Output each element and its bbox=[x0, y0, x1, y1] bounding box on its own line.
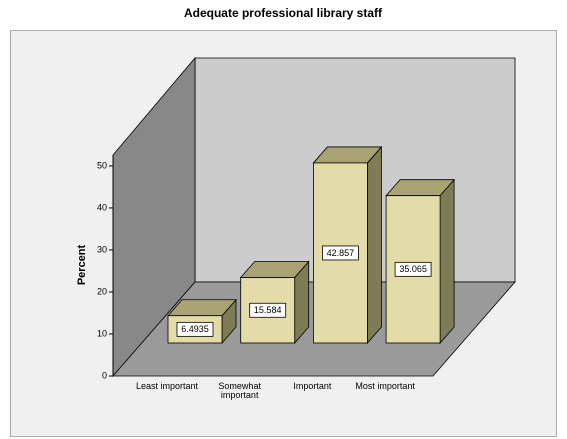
y-tick-label: 20 bbox=[97, 286, 107, 296]
value-label-box bbox=[176, 321, 214, 337]
value-label: 15.584 bbox=[254, 305, 282, 315]
y-tick-label: 40 bbox=[97, 202, 107, 212]
y-tick-label: 30 bbox=[97, 244, 107, 254]
x-tick-label: Somewhat important bbox=[218, 381, 261, 400]
y-tick-label: 0 bbox=[102, 370, 107, 380]
value-label: 35.065 bbox=[399, 264, 427, 274]
x-tick-label: Important bbox=[293, 381, 332, 391]
y-axis-label: Percent bbox=[76, 244, 88, 285]
value-label: 42.857 bbox=[327, 248, 355, 258]
bar-side bbox=[439, 178, 455, 345]
chart-title: Adequate professional library staff bbox=[184, 6, 383, 20]
x-tick-label: Least important bbox=[135, 381, 199, 391]
value-label-box bbox=[394, 261, 432, 277]
bar-side bbox=[366, 145, 382, 345]
value-label-box bbox=[321, 245, 359, 261]
value-label: 6.4935 bbox=[181, 324, 209, 334]
y-tick-label: 10 bbox=[97, 328, 107, 338]
x-tick-label: Most important bbox=[355, 381, 415, 391]
y-tick-label: 50 bbox=[97, 160, 107, 170]
value-label-box bbox=[249, 302, 287, 318]
